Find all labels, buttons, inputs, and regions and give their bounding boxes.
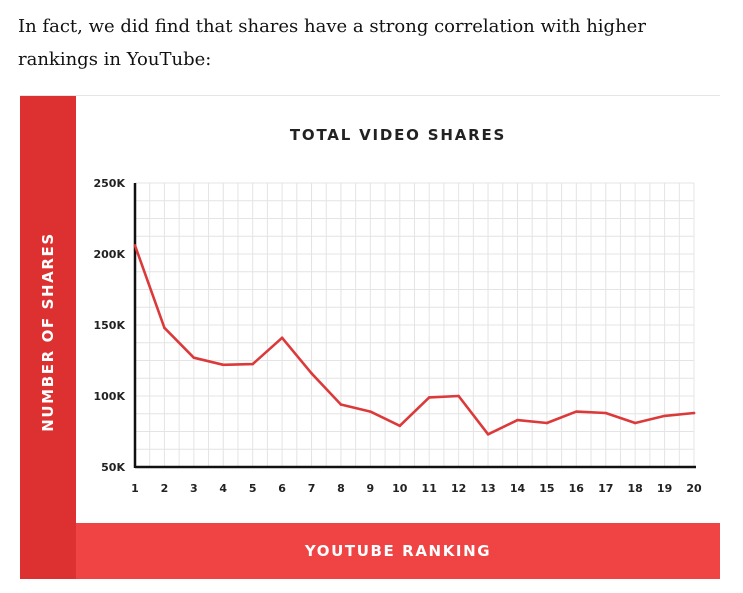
data-point — [575, 410, 578, 413]
x-tick-label: 14 — [510, 482, 526, 495]
x-tick-label: 9 — [367, 482, 375, 495]
data-point — [192, 356, 196, 359]
y-tick-label: 50K — [101, 461, 125, 474]
data-point — [310, 371, 313, 375]
x-tick-label: 10 — [392, 482, 408, 495]
x-tick-label: 5 — [249, 482, 257, 495]
y-tick-label: 150K — [94, 319, 126, 332]
y-tick-label: 100K — [94, 390, 126, 403]
data-point — [369, 410, 372, 413]
data-point — [339, 403, 343, 406]
data-point — [251, 362, 254, 366]
y-tick-label: 200K — [94, 248, 126, 261]
x-tick-label: 3 — [190, 482, 198, 495]
x-tick-label: 7 — [308, 482, 316, 495]
data-point — [280, 336, 284, 340]
data-point — [604, 411, 608, 415]
intro-paragraph: In fact, we did find that shares have a … — [18, 16, 646, 70]
x-tick-label: 18 — [628, 482, 643, 495]
data-point — [486, 433, 490, 436]
x-axis-label: YOUTUBE RANKING — [304, 542, 492, 560]
data-point — [457, 394, 460, 398]
data-point — [633, 421, 637, 425]
data-point — [163, 326, 166, 330]
x-tick-label: 2 — [161, 482, 169, 495]
grid-lines — [134, 182, 695, 468]
data-point — [692, 411, 696, 415]
data-point — [427, 396, 431, 399]
chart-figure: NUMBER OF SHARES TOTAL VIDEO SHARES 50K 1… — [20, 95, 720, 579]
data-point — [398, 424, 402, 428]
x-tick-label: 17 — [598, 482, 613, 495]
y-tick-label: 250K — [94, 177, 126, 190]
data-point — [221, 363, 225, 367]
x-tick-label: 16 — [569, 482, 585, 495]
x-tick-label: 1 — [131, 482, 139, 495]
series-line — [133, 244, 696, 436]
x-tick-label: 19 — [657, 482, 672, 495]
data-point — [545, 421, 549, 425]
data-point — [516, 418, 519, 422]
x-tick-label: 15 — [539, 482, 554, 495]
x-tick-label: 12 — [451, 482, 466, 495]
chart-title: TOTAL VIDEO SHARES — [289, 126, 507, 144]
series-line-total-video-shares — [133, 244, 696, 436]
x-tick-label: 13 — [480, 482, 495, 495]
x-tick-label: 11 — [422, 482, 437, 495]
y-axis-banner: NUMBER OF SHARES — [20, 96, 76, 579]
x-tick-label: 8 — [337, 482, 345, 495]
x-tick-label: 4 — [219, 482, 227, 495]
x-tick-label: 6 — [278, 482, 286, 495]
data-point — [133, 244, 137, 247]
data-point — [663, 414, 666, 418]
x-axis-banner: YOUTUBE RANKING — [76, 523, 720, 579]
x-tick-label: 20 — [686, 482, 702, 495]
axes — [133, 183, 696, 469]
